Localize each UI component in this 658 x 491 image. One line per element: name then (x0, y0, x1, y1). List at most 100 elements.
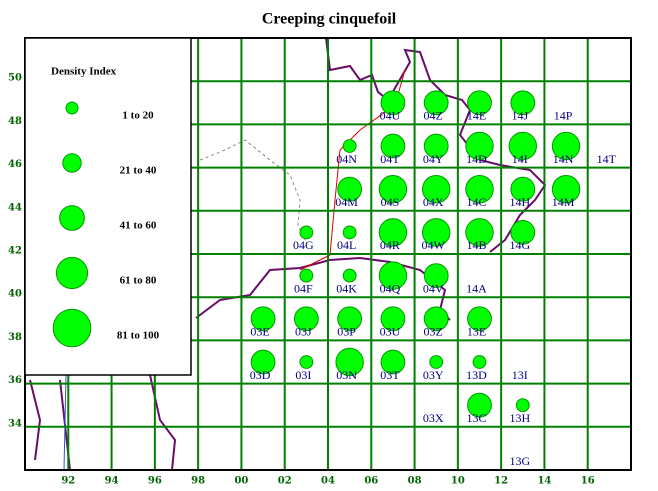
bubble (423, 306, 449, 332)
legend-title: Density Index (51, 66, 117, 78)
x-tick-label: 14 (537, 476, 551, 487)
bubble (342, 139, 357, 153)
y-tick-label: 50 (8, 73, 22, 84)
cell-label: 03I (295, 368, 311, 382)
y-tick-label: 40 (8, 289, 22, 300)
cell-label: 03X (423, 411, 444, 425)
bubble (380, 90, 406, 116)
legend-label: 41 to 60 (120, 220, 157, 232)
bubble (423, 90, 449, 116)
legend-label: 61 to 80 (120, 275, 157, 287)
x-tick-label: 06 (364, 476, 378, 487)
bubble (429, 355, 444, 369)
bubble (342, 225, 357, 240)
bubble (299, 355, 314, 369)
x-tick-label: 04 (321, 476, 335, 487)
bubble (465, 131, 494, 161)
cell-label: 13H (509, 411, 530, 425)
cell-label: 14J (511, 109, 528, 123)
river (63, 374, 67, 471)
x-tick-label: 10 (451, 476, 465, 487)
bubble (510, 176, 536, 202)
legend-symbol (52, 308, 92, 348)
cell-label: 14P (554, 109, 573, 123)
bubble (337, 176, 363, 202)
cell-label: 14N (553, 152, 574, 166)
bubble (378, 261, 408, 290)
cell-label: 13C (466, 411, 486, 425)
x-tick-label: 16 (581, 476, 595, 487)
cell-label: 04X (423, 195, 444, 209)
cell-label: 03Y (423, 368, 444, 382)
cell-label: 14H (509, 195, 530, 209)
cell-label: 04N (336, 152, 357, 166)
cell-label: 13D (466, 368, 487, 382)
bubble (510, 90, 536, 116)
bubble (337, 306, 363, 332)
bubble (299, 225, 314, 240)
cell-label: 13I (512, 368, 528, 382)
cell-label: 04R (380, 238, 400, 252)
bubble (510, 220, 536, 245)
legend-symbol (55, 256, 89, 290)
bubble (551, 174, 581, 204)
bubble (465, 218, 494, 247)
bubble (422, 174, 451, 204)
bubble (423, 263, 449, 288)
bubble (422, 218, 451, 247)
cell-label: 14I (512, 152, 528, 166)
bubble (378, 174, 408, 204)
cell-label: 04V (423, 281, 444, 295)
y-tick-label: 48 (8, 116, 22, 127)
boundary (199, 139, 306, 241)
cell-label: 03Z (424, 325, 443, 339)
cell-label: 14A (466, 281, 487, 295)
cell-label: 04F (294, 281, 313, 295)
bubble (465, 174, 494, 204)
bubble (342, 268, 357, 283)
chart-title: Creeping cinquefoil (262, 11, 397, 28)
cell-label: 03U (380, 325, 401, 339)
cell-label: 03N (336, 368, 357, 382)
bubble (380, 349, 406, 375)
y-tick-label: 38 (8, 332, 22, 343)
legend: 1 to 20 21 to 40 41 to 60 61 to 80 81 to 100 (52, 101, 160, 348)
cell-label: 03T (380, 368, 400, 382)
cell-label: 13G (509, 454, 530, 468)
cell-label: 04S (381, 195, 400, 209)
cell-label: 14D (466, 152, 487, 166)
legend-box (24, 37, 192, 376)
cell-label: 03E (250, 325, 269, 339)
y-tick-label: 36 (8, 375, 22, 386)
cell-label: 14E (467, 109, 486, 123)
cell-label: 13E (467, 325, 486, 339)
cell-label: 14C (466, 195, 486, 209)
bubbles: 04U 04Z 14E 14J 14P 04N 04T 04Y 14D 14I 14N 14T 04M 0… (250, 90, 617, 468)
bubble (467, 306, 492, 332)
x-tick-label: 94 (105, 476, 119, 487)
cell-label: 14M (552, 195, 575, 209)
x-tick-label: 98 (191, 476, 205, 487)
bubble (335, 347, 364, 377)
cell-label: 14B (466, 238, 486, 252)
legend-label: 81 to 100 (117, 330, 160, 342)
coastline (325, 37, 547, 253)
cell-label: 04U (380, 109, 401, 123)
cell-label: 04W (422, 238, 446, 252)
legend-symbol (62, 153, 82, 173)
bubble (551, 131, 581, 161)
cell-label: 14G (509, 238, 530, 252)
y-tick-label: 44 (8, 202, 22, 213)
legend-symbol (59, 205, 85, 231)
y-tick-label: 42 (8, 246, 22, 257)
bubble (508, 131, 537, 161)
x-tick-label: 02 (278, 476, 292, 487)
x-tick-label: 96 (148, 476, 162, 487)
cell-label: 04Y (423, 152, 444, 166)
bubble (472, 355, 487, 369)
x-tick-label: 00 (234, 476, 248, 487)
cell-label: 04Q (380, 281, 401, 295)
cell-label: 04K (336, 281, 357, 295)
legend-symbol (65, 101, 79, 115)
